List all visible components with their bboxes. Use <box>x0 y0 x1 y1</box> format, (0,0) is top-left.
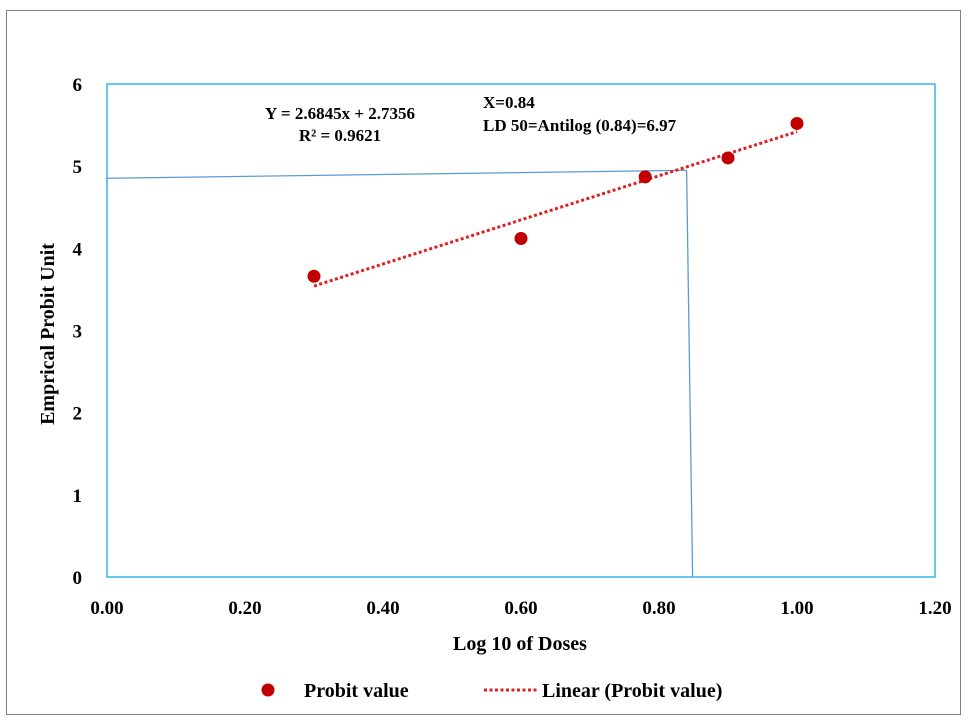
y-tick-labels: 0 1 2 3 4 5 6 <box>73 75 83 589</box>
equation-label: Y = 2.6845x + 2.7356 <box>265 104 415 123</box>
y-tick-label: 2 <box>73 404 83 425</box>
x-tick-label: 1.20 <box>918 598 951 619</box>
y-tick-label: 4 <box>73 239 83 260</box>
x-tick-label: 1.00 <box>780 598 813 619</box>
data-point-4 <box>721 151 735 165</box>
y-tick-label: 3 <box>73 322 83 343</box>
legend-label-probit-value: Probit value <box>304 680 409 702</box>
x-tick-labels: 0.00 0.20 0.40 0.60 0.80 1.00 1.20 <box>90 598 951 619</box>
r-squared-label: R² = 0.9621 <box>299 126 381 145</box>
trendline <box>313 130 798 288</box>
legend: Probit value Linear (Probit value) <box>261 680 722 702</box>
y-tick-label: 0 <box>73 568 83 589</box>
y-axis-title: Emprical Probit Unit <box>37 243 59 425</box>
x-value-label: X=0.84 <box>483 93 535 112</box>
y-tick-label: 6 <box>73 75 83 96</box>
y-tick-label: 5 <box>73 157 83 178</box>
x-tick-label: 0.80 <box>642 598 675 619</box>
y-tick-label: 1 <box>73 486 83 507</box>
x-tick-label: 0.60 <box>504 598 537 619</box>
x-tick-label: 0.40 <box>366 598 399 619</box>
x-axis-title: Log 10 of Doses <box>453 633 587 655</box>
data-point-1 <box>307 269 321 283</box>
legend-label-linear: Linear (Probit value) <box>542 680 722 702</box>
data-point-3 <box>638 170 652 184</box>
x-tick-label: 0.20 <box>228 598 261 619</box>
plot-area <box>106 83 936 578</box>
reference-lines <box>106 169 694 578</box>
data-points <box>307 116 804 283</box>
trendline-group <box>313 130 798 288</box>
reference-line-horizontal <box>106 169 687 179</box>
reference-line-vertical <box>685 170 694 578</box>
ld50-label: LD 50=Antilog (0.84)=6.97 <box>483 116 677 135</box>
legend-marker-probit-value <box>261 683 275 697</box>
x-tick-label: 0.00 <box>90 598 123 619</box>
data-point-5 <box>790 116 804 130</box>
data-point-2 <box>514 231 528 245</box>
